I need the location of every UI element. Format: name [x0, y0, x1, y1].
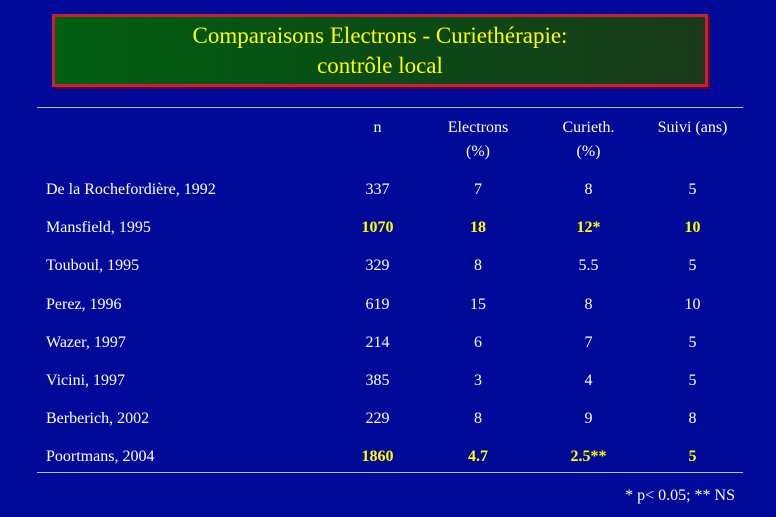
- table-row: Vicini, 1997 385 3 4 5: [37, 362, 743, 400]
- footnote: * p< 0.05; ** NS: [625, 487, 735, 504]
- electrons-cell: 8: [474, 257, 482, 275]
- curieth-cell: 8: [584, 295, 593, 313]
- n-cell: 1070: [361, 219, 394, 237]
- header-electrons-unit: (%): [466, 143, 490, 160]
- header-suivi-label: Suivi (ans): [657, 119, 728, 136]
- table-top-rule: [37, 107, 743, 108]
- n-cell: 329: [365, 257, 390, 275]
- electrons-cell: 7: [474, 181, 482, 199]
- curieth-cell: 9: [584, 410, 593, 428]
- study-cell: Vicini, 1997: [46, 372, 126, 390]
- suivi-cell: 5: [688, 257, 697, 275]
- curieth-cell: 12*: [576, 219, 601, 237]
- curieth-cell: 7: [584, 333, 593, 351]
- n-cell: 1860: [361, 448, 394, 466]
- electrons-cell: 18: [470, 219, 486, 237]
- study-cell: Touboul, 1995: [46, 257, 140, 275]
- header-electrons-label: Electrons: [447, 119, 509, 136]
- header-curieth-unit: (%): [576, 143, 601, 160]
- table-row: Berberich, 2002 229 8 9 8: [37, 400, 743, 438]
- suivi-cell: 5: [688, 181, 697, 199]
- study-cell: Poortmans, 2004: [46, 448, 155, 466]
- suivi-cell: 10: [684, 219, 701, 237]
- electrons-cell: 8: [474, 410, 482, 428]
- suivi-cell: 10: [684, 295, 701, 313]
- suivi-cell: 5: [688, 333, 697, 351]
- table-row: Mansfield, 1995 1070 18 12* 10: [37, 209, 743, 247]
- n-cell: 214: [365, 333, 390, 351]
- n-cell: 337: [365, 181, 390, 199]
- header-curieth-label: Curieth.: [562, 119, 615, 136]
- electrons-cell: 3: [474, 372, 482, 390]
- slide-title-line-1: Comparaisons Electrons - Curiethérapie:: [192, 22, 568, 48]
- suivi-cell: 8: [688, 410, 697, 428]
- table-bottom-rule: [37, 472, 743, 473]
- slide-title: Comparaisons Electrons - Curiethérapie: …: [52, 14, 708, 87]
- curieth-cell: 4: [584, 372, 593, 390]
- electrons-cell: 6: [474, 333, 482, 351]
- table-row: Wazer, 1997 214 6 7 5: [37, 324, 743, 362]
- curieth-cell: 8: [584, 181, 593, 199]
- header-n: n: [334, 110, 421, 171]
- suivi-cell: 5: [688, 448, 697, 466]
- n-cell: 229: [365, 410, 390, 428]
- header-study: [37, 110, 334, 171]
- electrons-cell: 15: [470, 295, 486, 313]
- table-row: Perez, 1996 619 15 8 10: [37, 286, 743, 324]
- study-cell: De la Rochefordière, 1992: [46, 181, 216, 199]
- study-cell: Berberich, 2002: [46, 410, 150, 428]
- header-curieth: Curieth. (%): [535, 110, 642, 171]
- header-suivi: Suivi (ans): [642, 110, 743, 171]
- study-cell: Mansfield, 1995: [46, 219, 151, 237]
- study-cell: Wazer, 1997: [46, 333, 126, 351]
- table-row: Poortmans, 2004 1860 4.7 2.5** 5: [37, 438, 743, 476]
- n-cell: 619: [365, 295, 390, 313]
- suivi-cell: 5: [688, 372, 697, 390]
- comparison-table: n Electrons (%) Curieth. (%) Suivi (ans)…: [37, 110, 743, 477]
- curieth-cell: 5.5: [578, 257, 599, 275]
- table-row: Touboul, 1995 329 8 5.5 5: [37, 247, 743, 285]
- table-row: De la Rochefordière, 1992 337 7 8 5: [37, 171, 743, 209]
- electrons-cell: 4.7: [468, 448, 488, 466]
- study-cell: Perez, 1996: [46, 295, 122, 313]
- curieth-cell: 2.5**: [570, 448, 607, 466]
- slide-title-line-2: contrôle local: [317, 52, 443, 78]
- table-header-row: n Electrons (%) Curieth. (%) Suivi (ans): [37, 110, 743, 171]
- n-cell: 385: [365, 372, 390, 390]
- header-electrons: Electrons (%): [421, 110, 535, 171]
- header-n-label: n: [373, 119, 382, 136]
